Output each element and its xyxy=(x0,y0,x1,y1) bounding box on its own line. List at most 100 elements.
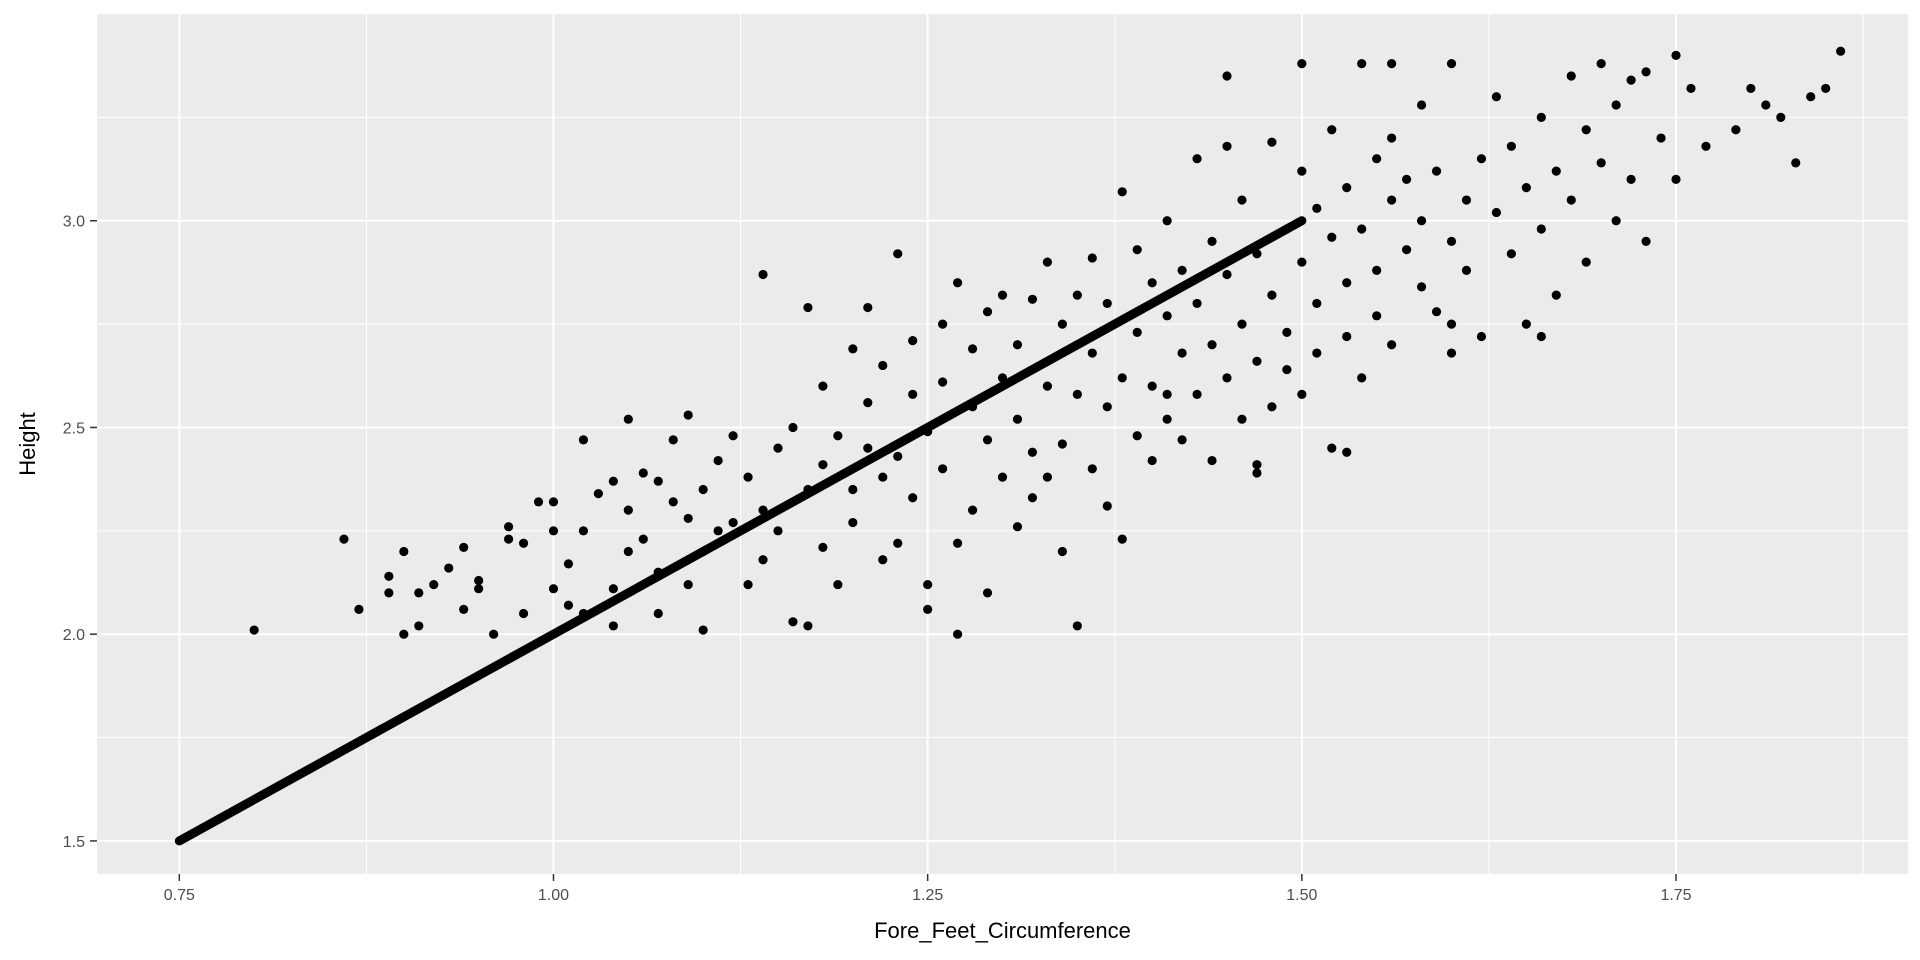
data-point xyxy=(1446,319,1457,329)
data-point xyxy=(1566,71,1576,81)
data-point xyxy=(878,472,888,482)
data-point xyxy=(698,546,708,557)
data-point xyxy=(1581,257,1591,267)
data-point xyxy=(1416,282,1427,292)
data-point xyxy=(1087,348,1097,358)
data-point xyxy=(1611,216,1621,226)
data-point xyxy=(1821,83,1831,94)
data-point xyxy=(982,307,993,317)
data-point xyxy=(848,517,858,528)
data-point xyxy=(1791,158,1801,168)
data-point xyxy=(1102,501,1112,511)
data-point xyxy=(1192,298,1202,309)
data-point xyxy=(1267,137,1277,147)
data-point xyxy=(399,629,409,639)
data-point xyxy=(1132,327,1142,337)
data-point xyxy=(459,542,469,552)
data-point xyxy=(1342,183,1352,193)
data-point xyxy=(908,336,918,346)
data-point xyxy=(1372,154,1382,164)
data-point xyxy=(908,389,918,399)
data-point xyxy=(952,278,963,288)
data-point xyxy=(1656,133,1666,143)
data-point xyxy=(354,604,364,614)
data-point xyxy=(1177,265,1187,275)
data-point xyxy=(773,443,783,453)
data-point xyxy=(1446,348,1457,358)
data-point xyxy=(1147,278,1157,288)
data-point xyxy=(1162,414,1172,424)
data-point xyxy=(1117,373,1127,383)
data-point xyxy=(339,534,349,544)
data-point xyxy=(384,571,394,581)
data-point xyxy=(1416,100,1427,110)
x-axis-title: Fore_Feet_Circumference xyxy=(874,918,1131,943)
data-point xyxy=(1416,216,1427,226)
data-point xyxy=(548,584,559,594)
data-point xyxy=(1207,236,1217,247)
data-point xyxy=(818,381,828,391)
data-point xyxy=(414,588,424,598)
data-point xyxy=(1551,290,1561,300)
data-point xyxy=(1387,340,1397,350)
data-point xyxy=(1581,125,1591,135)
data-point xyxy=(1402,174,1412,184)
data-point xyxy=(1671,174,1681,184)
y-axis-title: Height xyxy=(15,412,40,476)
data-point xyxy=(1072,621,1082,631)
y-axis: 1.5 2.0 2.5 3.0 xyxy=(63,214,97,851)
data-point xyxy=(1461,195,1472,205)
data-point xyxy=(1686,83,1696,94)
data-point xyxy=(938,377,948,387)
data-point xyxy=(1431,166,1442,176)
data-point xyxy=(848,344,858,354)
data-point xyxy=(1671,50,1681,60)
data-point xyxy=(728,431,738,441)
data-point xyxy=(863,398,873,408)
data-point xyxy=(1641,67,1651,77)
data-point xyxy=(1192,389,1202,399)
data-point xyxy=(758,505,768,515)
data-point xyxy=(923,604,933,614)
data-point xyxy=(1012,414,1023,424)
data-point xyxy=(1102,298,1112,309)
data-point xyxy=(1057,546,1067,557)
data-point xyxy=(384,588,394,598)
data-point xyxy=(638,534,648,544)
data-point xyxy=(1566,195,1576,205)
data-point xyxy=(1297,257,1307,267)
data-point xyxy=(923,426,933,437)
data-point xyxy=(1237,195,1247,205)
data-point xyxy=(1641,236,1651,247)
data-point xyxy=(653,567,663,577)
data-point xyxy=(1312,203,1322,213)
data-point xyxy=(1207,455,1217,466)
data-point xyxy=(743,579,753,590)
data-point xyxy=(548,497,559,507)
data-point xyxy=(1536,224,1546,234)
y-tick-label: 2.0 xyxy=(63,627,85,644)
data-point xyxy=(578,608,589,619)
data-point xyxy=(1611,100,1621,110)
data-point xyxy=(1746,83,1756,94)
data-point xyxy=(1282,224,1292,234)
fit-line-path xyxy=(174,216,1307,846)
data-point xyxy=(1491,92,1502,102)
data-point xyxy=(653,608,663,619)
data-point xyxy=(503,534,514,544)
data-point xyxy=(1132,431,1142,441)
data-point xyxy=(1177,435,1187,445)
data-point xyxy=(938,464,948,474)
data-point xyxy=(1372,311,1382,321)
data-point xyxy=(1521,183,1531,193)
data-point xyxy=(1012,340,1023,350)
data-point xyxy=(967,402,978,412)
data-point xyxy=(1042,257,1053,267)
data-point xyxy=(1476,154,1487,164)
data-point xyxy=(638,468,648,478)
data-point xyxy=(1491,207,1502,218)
minor-gridlines xyxy=(97,14,1908,874)
data-point xyxy=(623,505,633,515)
data-point xyxy=(908,493,918,503)
